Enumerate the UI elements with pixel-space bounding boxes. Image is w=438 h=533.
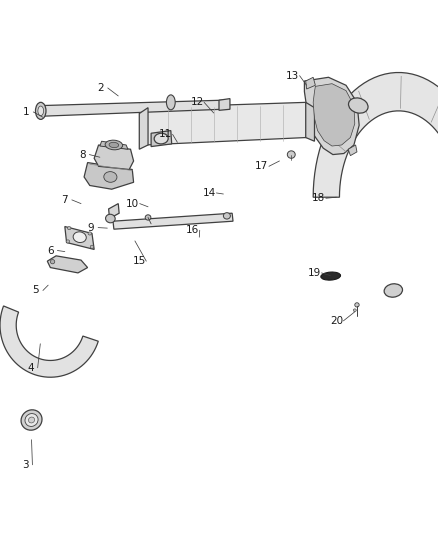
Ellipse shape	[154, 133, 168, 144]
Polygon shape	[313, 72, 438, 197]
Polygon shape	[145, 102, 307, 145]
Text: 1: 1	[23, 107, 30, 117]
Polygon shape	[151, 131, 172, 147]
Text: 11: 11	[159, 130, 172, 139]
Ellipse shape	[166, 95, 175, 110]
Polygon shape	[313, 84, 355, 146]
Text: 15: 15	[133, 256, 146, 266]
Ellipse shape	[349, 98, 368, 113]
Polygon shape	[0, 306, 98, 377]
Text: 10: 10	[126, 199, 139, 208]
Ellipse shape	[384, 284, 403, 297]
Text: 17: 17	[255, 161, 268, 171]
Ellipse shape	[25, 414, 38, 426]
Polygon shape	[65, 227, 94, 249]
Ellipse shape	[104, 172, 117, 182]
Text: 14: 14	[203, 188, 216, 198]
Ellipse shape	[35, 102, 46, 119]
Ellipse shape	[105, 140, 123, 150]
Polygon shape	[219, 99, 230, 110]
Ellipse shape	[28, 417, 35, 423]
Text: 19: 19	[308, 268, 321, 278]
Ellipse shape	[90, 245, 94, 248]
Polygon shape	[109, 204, 119, 219]
Text: 5: 5	[32, 286, 39, 295]
Text: 18: 18	[312, 193, 325, 203]
Text: 20: 20	[330, 316, 343, 326]
Text: 16: 16	[186, 225, 199, 235]
Text: 3: 3	[22, 460, 29, 470]
Ellipse shape	[73, 232, 86, 243]
Ellipse shape	[21, 410, 42, 430]
Polygon shape	[43, 100, 223, 116]
Polygon shape	[139, 108, 148, 149]
Ellipse shape	[145, 215, 151, 220]
Text: 6: 6	[47, 246, 54, 255]
Text: 8: 8	[79, 150, 86, 159]
Ellipse shape	[355, 303, 359, 307]
Polygon shape	[84, 163, 134, 189]
Ellipse shape	[109, 142, 119, 148]
Polygon shape	[94, 145, 134, 169]
Ellipse shape	[50, 260, 55, 264]
Polygon shape	[100, 141, 128, 149]
Ellipse shape	[88, 232, 92, 235]
Text: 4: 4	[27, 363, 34, 373]
Ellipse shape	[353, 309, 357, 311]
Polygon shape	[304, 77, 359, 155]
Text: 2: 2	[97, 83, 104, 93]
Polygon shape	[47, 256, 88, 273]
Polygon shape	[113, 213, 233, 229]
Ellipse shape	[66, 240, 70, 243]
Text: 12: 12	[191, 98, 204, 107]
Ellipse shape	[321, 272, 340, 280]
Ellipse shape	[287, 151, 295, 158]
Ellipse shape	[223, 213, 230, 219]
Ellipse shape	[106, 214, 115, 223]
Polygon shape	[306, 77, 315, 89]
Text: 7: 7	[61, 195, 68, 205]
Polygon shape	[348, 145, 357, 156]
Polygon shape	[306, 102, 314, 141]
Text: 9: 9	[88, 223, 95, 232]
Text: 13: 13	[286, 71, 299, 80]
Ellipse shape	[67, 227, 71, 230]
Ellipse shape	[38, 106, 44, 116]
